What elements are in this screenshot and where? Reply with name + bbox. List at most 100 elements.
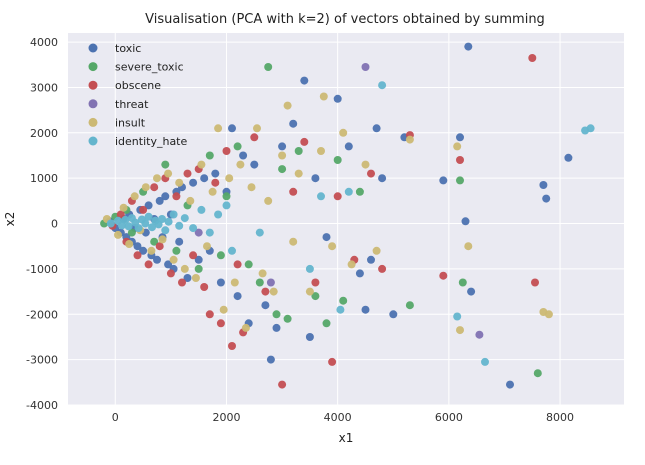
- y-tick-label: 1000: [30, 172, 58, 185]
- legend-marker-obscene: [88, 80, 98, 90]
- data-point-identity-hate: [197, 205, 206, 214]
- data-point-obscene: [172, 192, 181, 201]
- data-point-insult: [339, 128, 348, 137]
- data-point-severe-toxic: [216, 251, 225, 260]
- data-point-toxic: [144, 201, 153, 210]
- data-point-obscene: [328, 357, 337, 366]
- data-point-toxic: [175, 237, 184, 246]
- legend-marker-insult: [88, 117, 98, 127]
- data-point-toxic: [261, 301, 270, 310]
- data-point-obscene: [378, 264, 387, 273]
- data-point-insult: [269, 287, 278, 296]
- data-point-insult: [119, 203, 128, 212]
- data-point-insult: [197, 160, 206, 169]
- data-point-insult: [258, 269, 267, 278]
- data-point-toxic: [564, 153, 573, 162]
- data-point-severe-toxic: [205, 151, 214, 160]
- data-point-insult: [456, 326, 464, 335]
- data-point-insult: [125, 240, 134, 248]
- data-point-insult: [319, 92, 328, 101]
- data-point-insult: [405, 135, 414, 144]
- data-point-obscene: [144, 260, 153, 269]
- data-point-toxic: [155, 196, 164, 205]
- data-point-obscene: [133, 251, 142, 260]
- legend-marker-threat: [88, 99, 98, 109]
- data-point-identity-hate: [481, 357, 489, 366]
- data-point-insult: [247, 183, 256, 192]
- data-point-toxic: [266, 355, 275, 364]
- x-tick-label: 2000: [212, 411, 240, 424]
- data-point-insult: [191, 274, 200, 282]
- data-point-toxic: [439, 176, 448, 185]
- data-point-toxic: [506, 380, 514, 389]
- data-point-toxic: [456, 133, 464, 142]
- data-point-obscene: [278, 380, 287, 389]
- data-point-obscene: [222, 147, 231, 155]
- data-point-insult: [141, 183, 150, 192]
- data-point-toxic: [164, 260, 173, 269]
- data-point-insult: [544, 310, 553, 319]
- data-point-severe-toxic: [333, 156, 342, 164]
- data-point-obscene: [367, 169, 375, 178]
- data-point-insult: [278, 151, 287, 160]
- data-point-identity-hate: [586, 124, 595, 133]
- data-point-insult: [294, 169, 303, 178]
- y-tick-label: -4000: [26, 399, 58, 412]
- legend-marker-severe-toxic: [88, 62, 98, 72]
- data-point-toxic: [133, 242, 142, 251]
- data-point-toxic: [189, 178, 198, 187]
- data-point-insult: [164, 169, 173, 178]
- data-point-identity-hate: [336, 305, 345, 314]
- y-tick-label: -1000: [26, 263, 58, 276]
- y-axis-label: x2: [3, 212, 17, 227]
- data-point-obscene: [216, 319, 225, 328]
- data-point-identity-hate: [121, 215, 130, 224]
- data-point-obscene: [155, 242, 164, 251]
- data-point-obscene: [211, 178, 220, 187]
- data-point-obscene: [528, 54, 537, 62]
- data-point-toxic: [461, 217, 470, 226]
- data-point-insult: [347, 260, 356, 269]
- data-point-severe-toxic: [222, 192, 231, 201]
- data-point-identity-hate: [214, 210, 223, 219]
- legend-label: threat: [115, 98, 149, 111]
- data-point-obscene: [300, 137, 309, 146]
- data-point-toxic: [228, 124, 236, 133]
- data-point-toxic: [361, 305, 370, 314]
- data-point-identity-hate: [158, 215, 166, 223]
- data-point-severe-toxic: [161, 160, 170, 169]
- data-point-severe-toxic: [172, 246, 181, 255]
- data-point-toxic: [211, 169, 220, 178]
- data-point-obscene: [289, 187, 298, 196]
- data-point-insult: [453, 142, 462, 151]
- data-point-identity-hate: [228, 246, 236, 255]
- data-point-obscene: [166, 269, 175, 278]
- data-point-identity-hate: [124, 222, 133, 231]
- data-point-threat: [361, 63, 370, 71]
- data-point-insult: [180, 264, 189, 273]
- data-point-insult: [147, 246, 156, 255]
- data-point-identity-hate: [106, 219, 115, 228]
- data-point-identity-hate: [134, 224, 143, 233]
- data-point-obscene: [261, 287, 270, 296]
- data-point-severe-toxic: [456, 176, 464, 185]
- data-point-insult: [328, 242, 337, 251]
- data-point-toxic: [289, 119, 298, 128]
- data-point-toxic: [322, 233, 331, 242]
- data-point-toxic: [344, 142, 353, 151]
- data-point-obscene: [233, 260, 242, 269]
- data-point-obscene: [150, 183, 159, 192]
- data-point-identity-hate: [169, 210, 178, 219]
- data-point-insult: [175, 178, 184, 187]
- data-point-insult: [305, 287, 314, 296]
- data-point-toxic: [233, 292, 242, 301]
- data-point-insult: [283, 101, 292, 110]
- y-tick-label: 4000: [30, 36, 58, 49]
- x-tick-label: 4000: [324, 411, 352, 424]
- data-point-obscene: [183, 169, 192, 178]
- data-point-obscene: [439, 271, 448, 280]
- data-point-toxic: [367, 255, 375, 264]
- data-point-insult: [464, 242, 473, 251]
- legend-label: toxic: [115, 42, 141, 55]
